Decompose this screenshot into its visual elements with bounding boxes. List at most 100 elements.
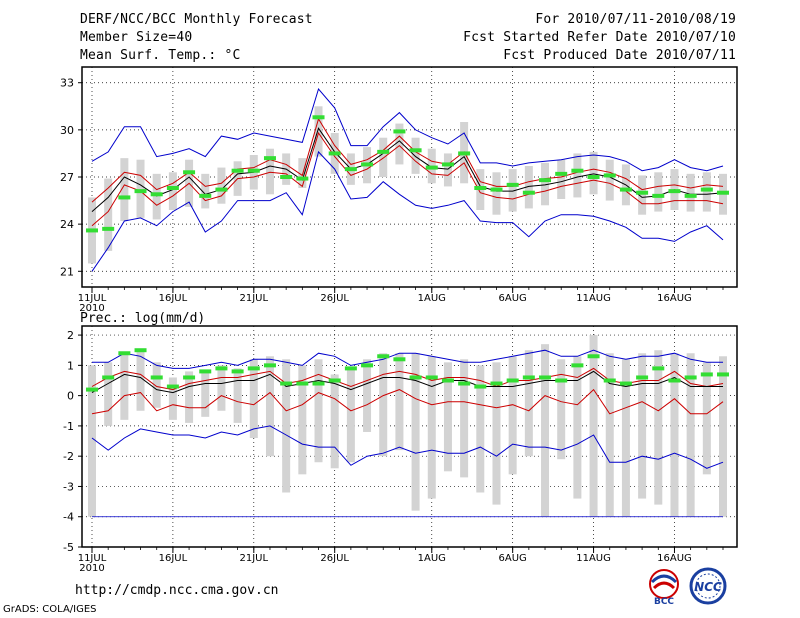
temp-mean-marker xyxy=(522,190,535,195)
prec-mean-marker xyxy=(280,381,293,386)
temp-x-tick-label: 16AUG xyxy=(657,293,692,304)
temp-x-tick-label: 6AUG xyxy=(499,293,527,304)
temp-box xyxy=(379,137,388,177)
prec-mean-marker xyxy=(555,378,568,383)
source-url[interactable]: http://cmdp.ncc.cma.gov.cn xyxy=(75,583,279,598)
prec-mean-marker xyxy=(377,354,390,359)
temp-mean-marker xyxy=(668,189,681,194)
temp-mean-marker xyxy=(247,168,260,173)
prec-mean-marker xyxy=(603,378,616,383)
temp-mean-marker xyxy=(619,187,632,192)
prec-box xyxy=(152,362,161,408)
temp-mean-marker xyxy=(409,148,422,153)
temp-mean-marker xyxy=(215,187,228,192)
prec-mean-marker xyxy=(328,378,341,383)
prec-mean-marker xyxy=(474,384,487,389)
temp-box xyxy=(168,172,177,210)
prec-box xyxy=(686,353,695,517)
prec-mean-marker xyxy=(539,375,552,380)
prec-x-tick-label: 11AUG xyxy=(576,553,611,564)
prec-box xyxy=(265,356,274,457)
prec-box xyxy=(589,335,598,517)
prec-mean-marker xyxy=(150,375,163,380)
prec-mean-marker xyxy=(263,363,276,368)
prec-box xyxy=(605,353,614,517)
temp-mean-marker xyxy=(425,165,438,170)
temp-min-line xyxy=(91,150,724,272)
temp-y-tick-label: 24 xyxy=(60,218,74,231)
temp-mean-marker xyxy=(393,129,406,134)
temp-mean-marker xyxy=(150,192,163,197)
temp-upper-spread-line xyxy=(91,117,724,203)
prec-median-line xyxy=(91,370,723,394)
temp-mean-marker xyxy=(183,170,196,175)
prec-y-tick-label: -2 xyxy=(63,450,74,463)
prec-mean-marker xyxy=(312,381,325,386)
prec-max-line xyxy=(92,349,723,369)
forecast-period: For 2010/07/11-2010/08/19 xyxy=(535,12,736,27)
temp-mean-marker xyxy=(441,162,454,167)
prec-mean-marker xyxy=(587,354,600,359)
prec-box xyxy=(573,356,582,499)
prec-mean-marker xyxy=(425,375,438,380)
prec-box xyxy=(136,350,145,411)
prec-x-tick-label: 16JUL xyxy=(159,553,188,564)
temp-mean-marker xyxy=(328,151,341,156)
chart-title: DERF/NCC/BCC Monthly Forecast xyxy=(80,12,313,27)
temp-box xyxy=(492,172,501,215)
temp-mean-marker xyxy=(684,193,697,198)
temp-mean-marker xyxy=(636,190,649,195)
prec-mean-marker xyxy=(441,378,454,383)
temp-mean-marker xyxy=(86,228,98,233)
prec-box xyxy=(233,368,242,423)
temp-y-tick-label: 27 xyxy=(60,171,74,184)
temp-box xyxy=(443,153,452,187)
prec-box xyxy=(427,356,436,499)
prec-mean-marker xyxy=(199,369,212,374)
prec-x-tick-label: 6AUG xyxy=(499,553,527,564)
prec-mean-marker xyxy=(409,375,422,380)
prec-box xyxy=(541,344,550,517)
temp-box xyxy=(638,175,647,215)
prec-mean-marker xyxy=(668,378,681,383)
prec-frame xyxy=(81,325,738,548)
temp-box xyxy=(120,158,129,221)
prec-mean-marker xyxy=(296,381,309,386)
prec-lower-spread-line xyxy=(91,388,724,415)
temp-box xyxy=(314,106,323,157)
temp-mean-marker xyxy=(539,178,552,183)
prec-x-tick-label: 11JUL xyxy=(78,553,107,564)
prec-box xyxy=(443,362,452,472)
prec-box xyxy=(363,359,372,432)
prec-box xyxy=(185,371,194,423)
prec-box xyxy=(249,359,258,439)
panel-temp: 21 24 27 30 33 11JUL 16JUL 21JUL 26JUL 1AUG 6AUG 11… xyxy=(60,66,738,314)
temp-mean-marker xyxy=(571,168,584,173)
temp-mean-marker xyxy=(377,149,390,154)
temp-mean-marker xyxy=(490,187,503,192)
prec-box xyxy=(492,362,501,505)
prec-mean-marker xyxy=(522,375,535,380)
prec-mean-marker xyxy=(636,375,649,380)
prec-mean-marker xyxy=(166,384,179,389)
start-reference-date: Fcst Started Refer Date 2010/07/10 xyxy=(463,30,736,45)
prec-mean-marker xyxy=(183,375,196,380)
temp-box xyxy=(136,159,145,218)
temp-box xyxy=(686,173,695,212)
temp-mean-marker xyxy=(700,187,713,192)
temp-mean-marker xyxy=(231,168,244,173)
prec-box xyxy=(120,353,129,420)
temp-box xyxy=(298,158,307,188)
prec-box xyxy=(524,350,533,457)
temp-box xyxy=(265,148,274,195)
temp-box xyxy=(541,162,550,206)
prec-box xyxy=(201,371,210,417)
bcc-logo-icon: BCC xyxy=(649,569,679,606)
temp-mean-marker xyxy=(652,193,665,198)
temp-x-tick-label: 16JUL xyxy=(159,293,188,304)
prec-panel-title: Prec.: log(mm/d) xyxy=(80,311,205,326)
ncc-logo-icon: NCC xyxy=(689,567,727,605)
temp-box xyxy=(508,169,517,212)
temp-box xyxy=(589,151,598,195)
prec-mean-marker xyxy=(571,363,584,368)
